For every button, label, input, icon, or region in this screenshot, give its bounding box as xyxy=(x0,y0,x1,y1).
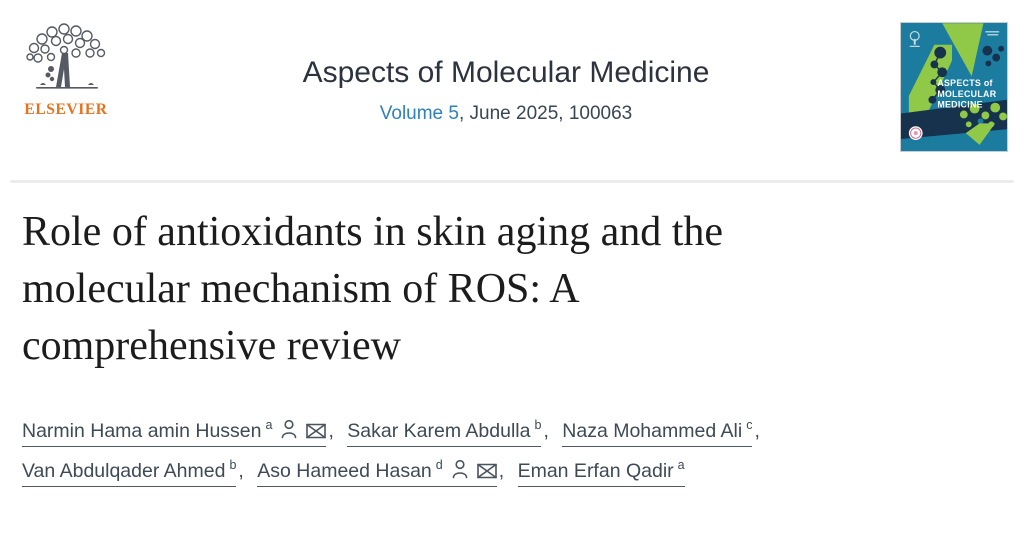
author-link[interactable]: Naza Mohammed Ali c xyxy=(562,418,753,447)
author-name: Naza Mohammed Ali xyxy=(562,420,743,442)
author-line: Van Abdulqader Ahmed b, Aso Hameed Hasan d… xyxy=(22,458,768,487)
author-separator: , xyxy=(543,420,555,442)
elsevier-tree-icon xyxy=(26,23,106,89)
cover-elsevier-mark xyxy=(909,30,920,47)
author-link[interactable]: Sakar Karem Abdulla b xyxy=(347,418,542,447)
svg-text:ASPECTS of: ASPECTS of xyxy=(937,78,992,88)
author-affiliation-sup: b xyxy=(534,418,542,432)
journal-header: Aspects of Molecular Medicine Volume 5, … xyxy=(120,56,892,125)
issue-info: , June 2025, 100063 xyxy=(458,103,633,124)
person-icon[interactable] xyxy=(280,419,298,439)
person-icon[interactable] xyxy=(451,459,469,479)
author-affiliation-sup: a xyxy=(265,418,273,432)
header-divider xyxy=(10,180,1014,183)
author-separator: , xyxy=(238,460,250,482)
envelope-icon[interactable] xyxy=(476,463,497,479)
article-title-line: Role of antioxidants in skin aging and t… xyxy=(22,209,724,255)
author-link[interactable]: Aso Hameed Hasan d xyxy=(257,458,497,487)
author-name: Van Abdulqader Ahmed xyxy=(22,460,226,482)
journal-meta: Volume 5, June 2025, 100063 xyxy=(120,103,892,125)
author-name: Aso Hameed Hasan xyxy=(257,460,432,482)
author-link[interactable]: Narmin Hama amin Hussen a xyxy=(22,418,327,447)
cover-badge xyxy=(908,126,923,140)
journal-cover-thumbnail[interactable]: ASPECTS of MOLECULAR MEDICINE xyxy=(900,22,1008,152)
svg-text:MEDICINE: MEDICINE xyxy=(937,100,983,110)
author-affiliation-sup: a xyxy=(677,458,685,472)
author-separator: , xyxy=(328,420,340,442)
elsevier-logo: ELSEVIER xyxy=(16,22,116,119)
author-separator: , xyxy=(498,460,510,482)
envelope-icon[interactable] xyxy=(306,423,327,439)
author-affiliation-sup: b xyxy=(229,458,237,472)
author-link[interactable]: Van Abdulqader Ahmed b xyxy=(22,458,237,487)
elsevier-wordmark: ELSEVIER xyxy=(24,101,108,118)
author-line: Narmin Hama amin Hussen a, Sakar Karem Ab… xyxy=(22,418,768,447)
author-link[interactable]: Eman Erfan Qadir a xyxy=(517,458,685,487)
author-affiliation-sup: c xyxy=(746,418,753,432)
author-list: Narmin Hama amin Hussen a, Sakar Karem Ab… xyxy=(22,418,768,498)
volume-link[interactable]: Volume 5 xyxy=(379,103,459,124)
author-name: Narmin Hama amin Hussen xyxy=(22,420,262,442)
author-affiliation-sup: d xyxy=(435,458,443,472)
svg-text:MOLECULAR: MOLECULAR xyxy=(937,89,996,99)
author-name: Eman Erfan Qadir xyxy=(517,460,674,482)
article-title: Role of antioxidants in skin aging and t… xyxy=(22,204,972,375)
journal-title-link[interactable]: Aspects of Molecular Medicine xyxy=(302,56,710,89)
author-separator: , xyxy=(754,420,760,442)
article-title-line: comprehensive review xyxy=(22,323,402,369)
author-name: Sakar Karem Abdulla xyxy=(347,420,531,442)
article-title-line: molecular mechanism of ROS: A xyxy=(22,266,580,312)
